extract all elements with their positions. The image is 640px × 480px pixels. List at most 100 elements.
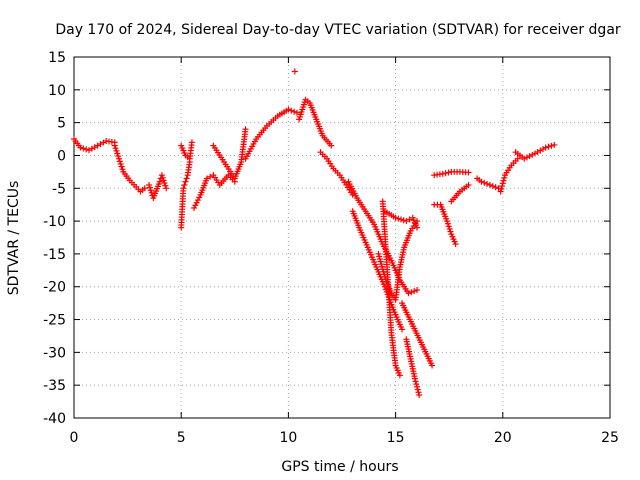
data-point [442, 170, 449, 177]
data-point [452, 241, 459, 248]
data-point [193, 199, 200, 206]
data-point [499, 183, 506, 190]
data-point [492, 184, 499, 191]
data-point [413, 381, 420, 388]
data-point [396, 372, 403, 379]
data-point [529, 151, 536, 158]
data-point [446, 225, 453, 232]
data-point [119, 166, 126, 173]
y-tick-label: -15 [43, 247, 66, 263]
y-tick-label: -35 [43, 378, 66, 394]
data-point [429, 362, 436, 369]
data-point [159, 174, 166, 181]
data-point [191, 204, 198, 211]
data-point [481, 179, 488, 186]
data-point [545, 143, 552, 150]
data-point [80, 145, 87, 152]
x-tick-label: 0 [70, 430, 79, 446]
data-point [414, 386, 421, 393]
data-point [465, 169, 472, 176]
data-point [501, 174, 508, 181]
data-point [411, 375, 418, 382]
data-point [117, 160, 124, 167]
data-point [444, 220, 451, 227]
data-point [551, 141, 558, 148]
data-point [291, 108, 298, 115]
y-tick-label: -30 [43, 345, 66, 361]
data-point [486, 181, 493, 188]
data-point [116, 155, 123, 162]
y-axis-label: SDTVAR / TECUs [6, 181, 22, 296]
data-point [113, 147, 120, 154]
x-tick-label: 20 [494, 430, 512, 446]
data-point [156, 178, 163, 185]
y-tick-label: 15 [48, 50, 66, 66]
data-point [416, 392, 423, 399]
data-point [194, 197, 201, 204]
x-tick-label: 25 [601, 430, 619, 446]
y-tick-label: -40 [43, 411, 66, 427]
data-point [188, 139, 195, 146]
x-tick-label: 5 [177, 430, 186, 446]
data-point [180, 185, 187, 192]
data-point [146, 184, 153, 191]
data-point [181, 181, 188, 188]
data-point [521, 155, 528, 162]
data-point [414, 224, 421, 231]
y-tick-label: -5 [52, 181, 66, 197]
data-point [444, 218, 451, 225]
data-point [183, 175, 190, 182]
y-tick-label: -10 [43, 214, 66, 230]
data-point [499, 180, 506, 187]
data-point [478, 178, 485, 185]
data-point [447, 228, 454, 235]
data-point [445, 223, 452, 230]
data-point [500, 177, 507, 184]
x-tick-label: 10 [279, 430, 297, 446]
data-point [288, 107, 295, 114]
data-point [285, 106, 292, 113]
data-point [115, 153, 122, 160]
data-point [412, 378, 419, 385]
data-point [242, 126, 249, 133]
data-point [77, 144, 84, 151]
data-point [439, 170, 446, 177]
data-point [399, 326, 406, 333]
data-point [158, 172, 165, 179]
data-point [484, 180, 491, 187]
data-point [116, 158, 123, 165]
data-point [405, 290, 412, 297]
data-point [161, 180, 168, 187]
axis-ticks: 0 5 10 15 20 25 15 10 5 0 -5 -10 -15 -20 -25 -30 -35 -40 [43, 50, 619, 446]
data-point [203, 175, 210, 182]
data-point [293, 109, 300, 116]
data-point [489, 183, 496, 190]
data-point [196, 194, 203, 201]
data-point [523, 154, 530, 161]
x-axis-label: GPS time / hours [281, 459, 398, 475]
y-tick-label: 5 [57, 116, 66, 132]
data-point [411, 288, 418, 295]
data-point [141, 185, 148, 192]
data-point [118, 163, 125, 170]
data-point [182, 178, 189, 185]
data-point [162, 182, 169, 189]
plot-frame [73, 56, 611, 419]
data-point [112, 145, 119, 152]
y-tick-label: 0 [57, 148, 66, 164]
data-point [548, 142, 555, 149]
data-point [415, 389, 422, 396]
data-point [465, 181, 472, 188]
data-point [392, 214, 399, 221]
data-point [542, 144, 549, 151]
data-point [406, 216, 413, 223]
data-point [414, 383, 421, 390]
x-tick-label: 15 [387, 430, 405, 446]
data-point [111, 142, 118, 149]
data-point [192, 202, 199, 209]
y-tick-label: 10 [48, 83, 66, 99]
y-tick-label: -20 [43, 280, 66, 296]
chart-title: Day 170 of 2024, Sidereal Day-to-day VTE… [55, 22, 621, 38]
data-point [163, 185, 170, 192]
